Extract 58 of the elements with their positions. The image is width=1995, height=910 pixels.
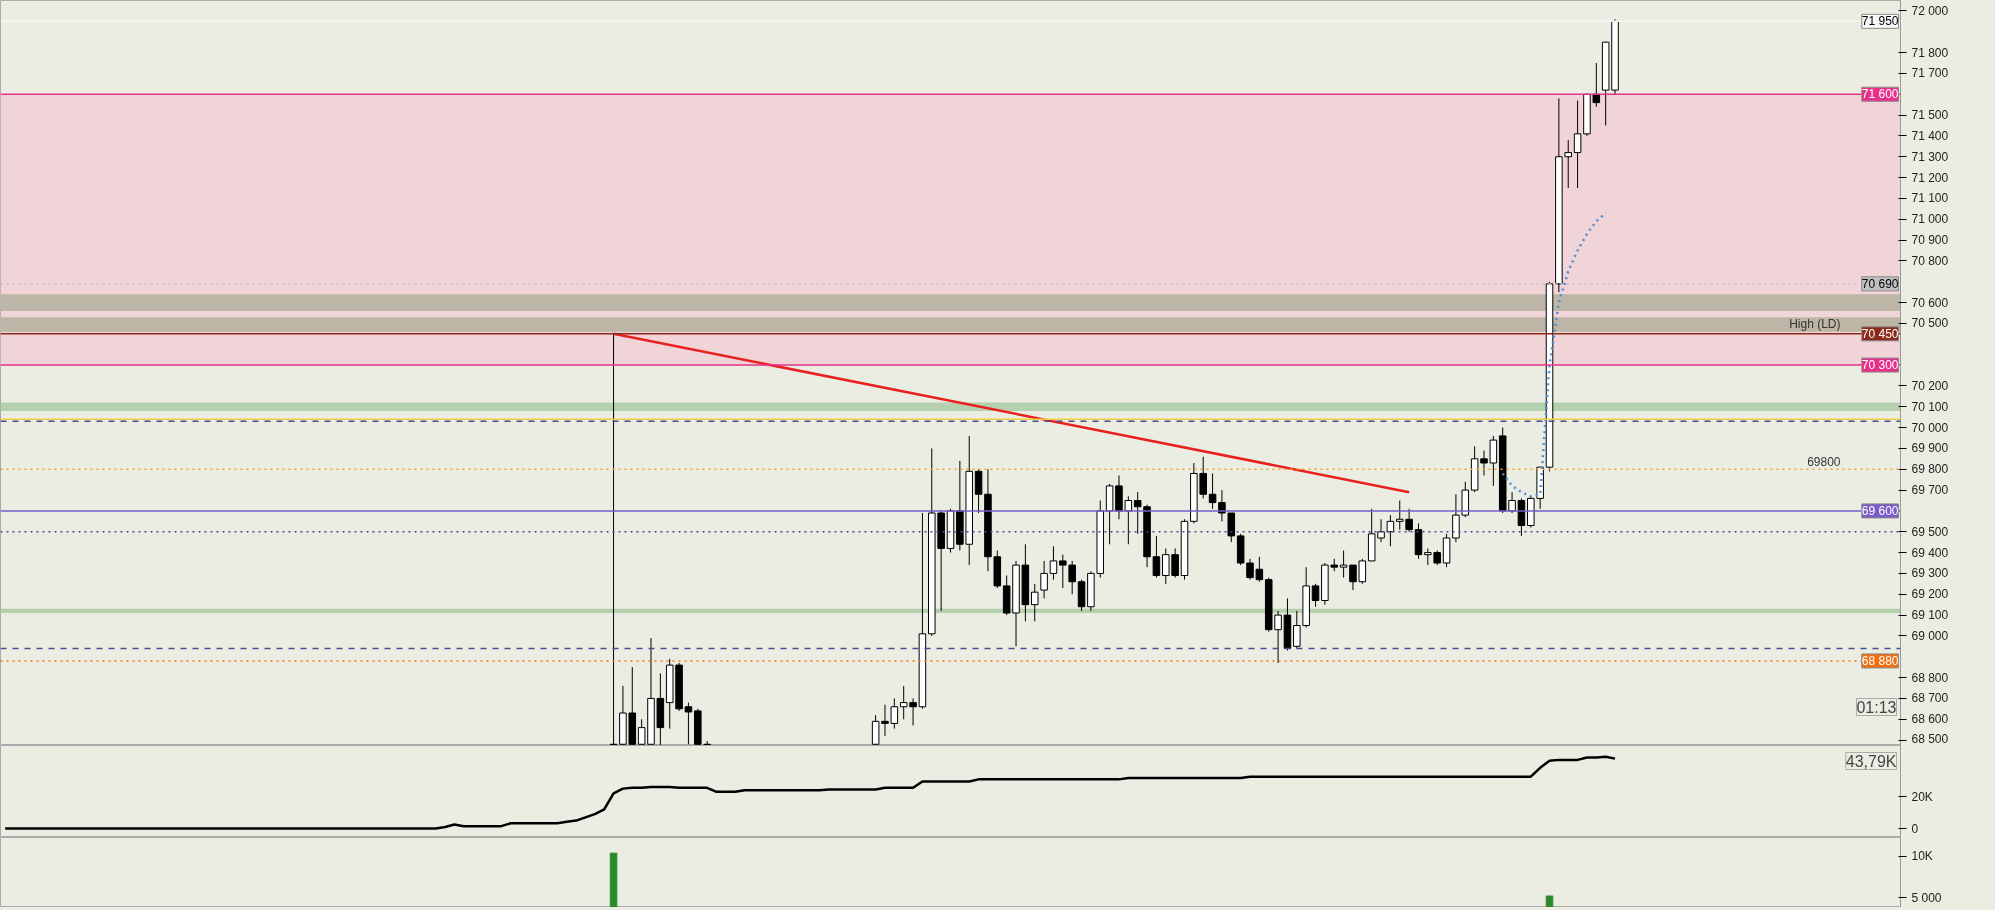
y-tick-label: 10K (1911, 849, 1933, 864)
y-tick-label: 69 100 (1911, 608, 1949, 623)
y-tick-label: 71 200 (1911, 170, 1949, 185)
y-tick-label: 71 800 (1911, 45, 1949, 60)
candlestick (1059, 554, 1067, 589)
ref-line-label: 68 880 (1861, 653, 1899, 668)
candlestick (1068, 560, 1076, 595)
candlestick (1573, 100, 1582, 189)
y-tick-label: 69 800 (1911, 462, 1949, 477)
y-tick-label: 70 600 (1911, 295, 1949, 310)
candlestick (1152, 535, 1161, 579)
y-tick-label: 69 300 (1911, 566, 1949, 581)
y-tick-label: 70 000 (1911, 420, 1949, 435)
y-tick-label: 20K (1911, 789, 1933, 804)
y-tick-label: 69 900 (1911, 441, 1949, 456)
y-tick-label: 0 (1911, 821, 1919, 836)
candlestick (684, 702, 693, 745)
candlestick (1227, 512, 1236, 543)
y-tick-label: 70 100 (1911, 399, 1949, 414)
candlestick (1030, 583, 1039, 622)
y-tick-label: 71 700 (1911, 66, 1949, 81)
y-tick-label: 70 200 (1911, 378, 1949, 393)
y-tick-label: 68 800 (1911, 670, 1949, 685)
y-tick-label: 70 500 (1911, 316, 1949, 331)
y-tick-label: 69 200 (1911, 587, 1949, 602)
y-tick-label: 68 700 (1911, 691, 1949, 706)
candlestick (1311, 583, 1320, 608)
ref-line-label: 70 300 (1861, 358, 1899, 373)
ref-line-label: 71 600 (1861, 87, 1899, 102)
y-tick-label: 68 600 (1911, 712, 1949, 727)
y-tick-label: 69 000 (1911, 628, 1949, 643)
y-tick-label: 5 000 (1911, 890, 1942, 905)
y-tick-label: 71 500 (1911, 108, 1949, 123)
annotation: 01:13 (1856, 698, 1897, 716)
y-tick-label: 71 300 (1911, 149, 1949, 164)
ref-line-label: 71 950 (1861, 14, 1899, 29)
candlestick (1049, 545, 1058, 581)
y-tick-label: 70 800 (1911, 253, 1949, 268)
candlestick (1208, 472, 1217, 510)
annotation: 43,79K (1845, 752, 1897, 770)
candlestick (974, 468, 983, 514)
y-tick-label: 69 400 (1911, 545, 1949, 560)
y-tick-label: 70 900 (1911, 233, 1949, 248)
y-tick-label: 71 400 (1911, 128, 1949, 143)
y-tick-label: 72 000 (1911, 3, 1949, 18)
candlestick (1452, 493, 1460, 543)
y-tick-label: 69 500 (1911, 524, 1949, 539)
ref-line-label: 70 450 (1861, 326, 1899, 341)
line-series (3, 755, 1617, 830)
y-tick-label: 68 500 (1911, 731, 1949, 746)
y-tick-label: 71 100 (1911, 191, 1949, 206)
y-tick-label: 69 700 (1911, 483, 1949, 498)
y-tick-label: 71 000 (1911, 212, 1949, 227)
annotation: High (LD) (1789, 316, 1841, 331)
ref-line-label: 70 690 (1861, 276, 1899, 291)
candlestick (1040, 560, 1048, 599)
annotation: 69800 (1807, 455, 1841, 470)
ref-line-label: 69 600 (1861, 503, 1899, 518)
